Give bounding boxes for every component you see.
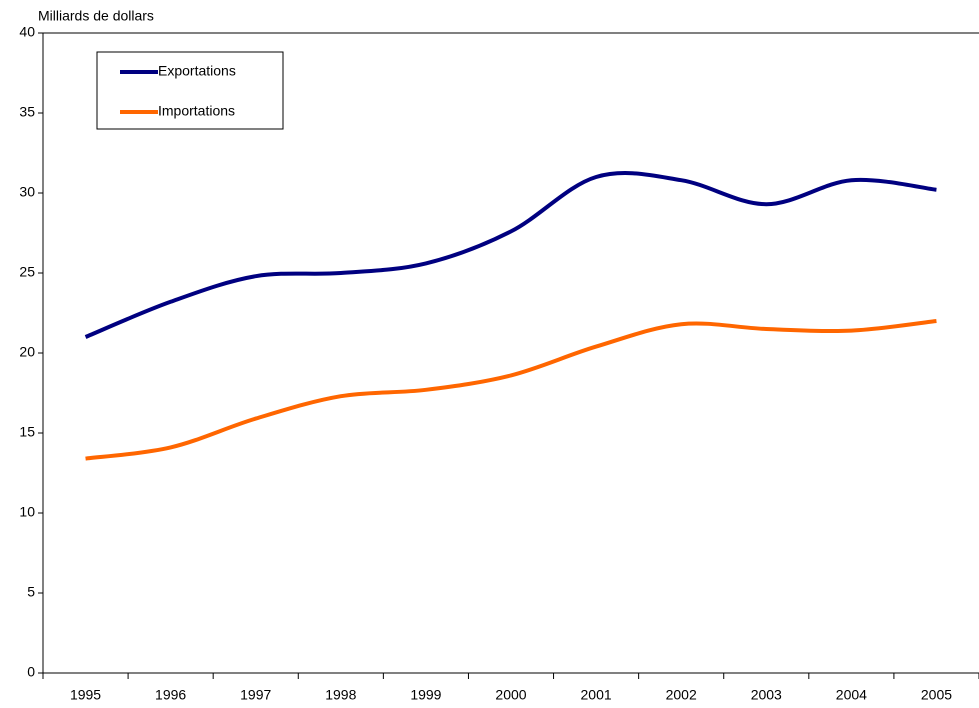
- legend-label: Exportations: [158, 63, 236, 79]
- x-tick-label: 2004: [836, 687, 867, 703]
- x-tick-label: 2001: [581, 687, 612, 703]
- x-tick-label: 2005: [921, 687, 952, 703]
- y-tick-label: 15: [19, 424, 35, 440]
- y-tick-label: 0: [27, 664, 35, 680]
- x-tick-label: 1999: [410, 687, 441, 703]
- x-tick-label: 1997: [240, 687, 271, 703]
- y-tick-label: 10: [19, 504, 35, 520]
- y-tick-label: 25: [19, 264, 35, 280]
- x-tick-label: 1996: [155, 687, 186, 703]
- y-tick-label: 35: [19, 104, 35, 120]
- y-axis-title: Milliards de dollars: [38, 8, 154, 24]
- x-tick-label: 2002: [666, 687, 697, 703]
- y-tick-label: 30: [19, 184, 35, 200]
- legend-label: Importations: [158, 103, 235, 119]
- x-tick-label: 1998: [325, 687, 356, 703]
- x-tick-label: 1995: [70, 687, 101, 703]
- y-tick-label: 5: [27, 584, 35, 600]
- series-line: [85, 319, 937, 461]
- series-line: [84, 171, 937, 339]
- x-tick-label: 2003: [751, 687, 782, 703]
- y-tick-label: 40: [19, 24, 35, 40]
- legend-box: [96, 51, 284, 130]
- y-tick-label: 20: [19, 344, 35, 360]
- x-tick-label: 2000: [495, 687, 526, 703]
